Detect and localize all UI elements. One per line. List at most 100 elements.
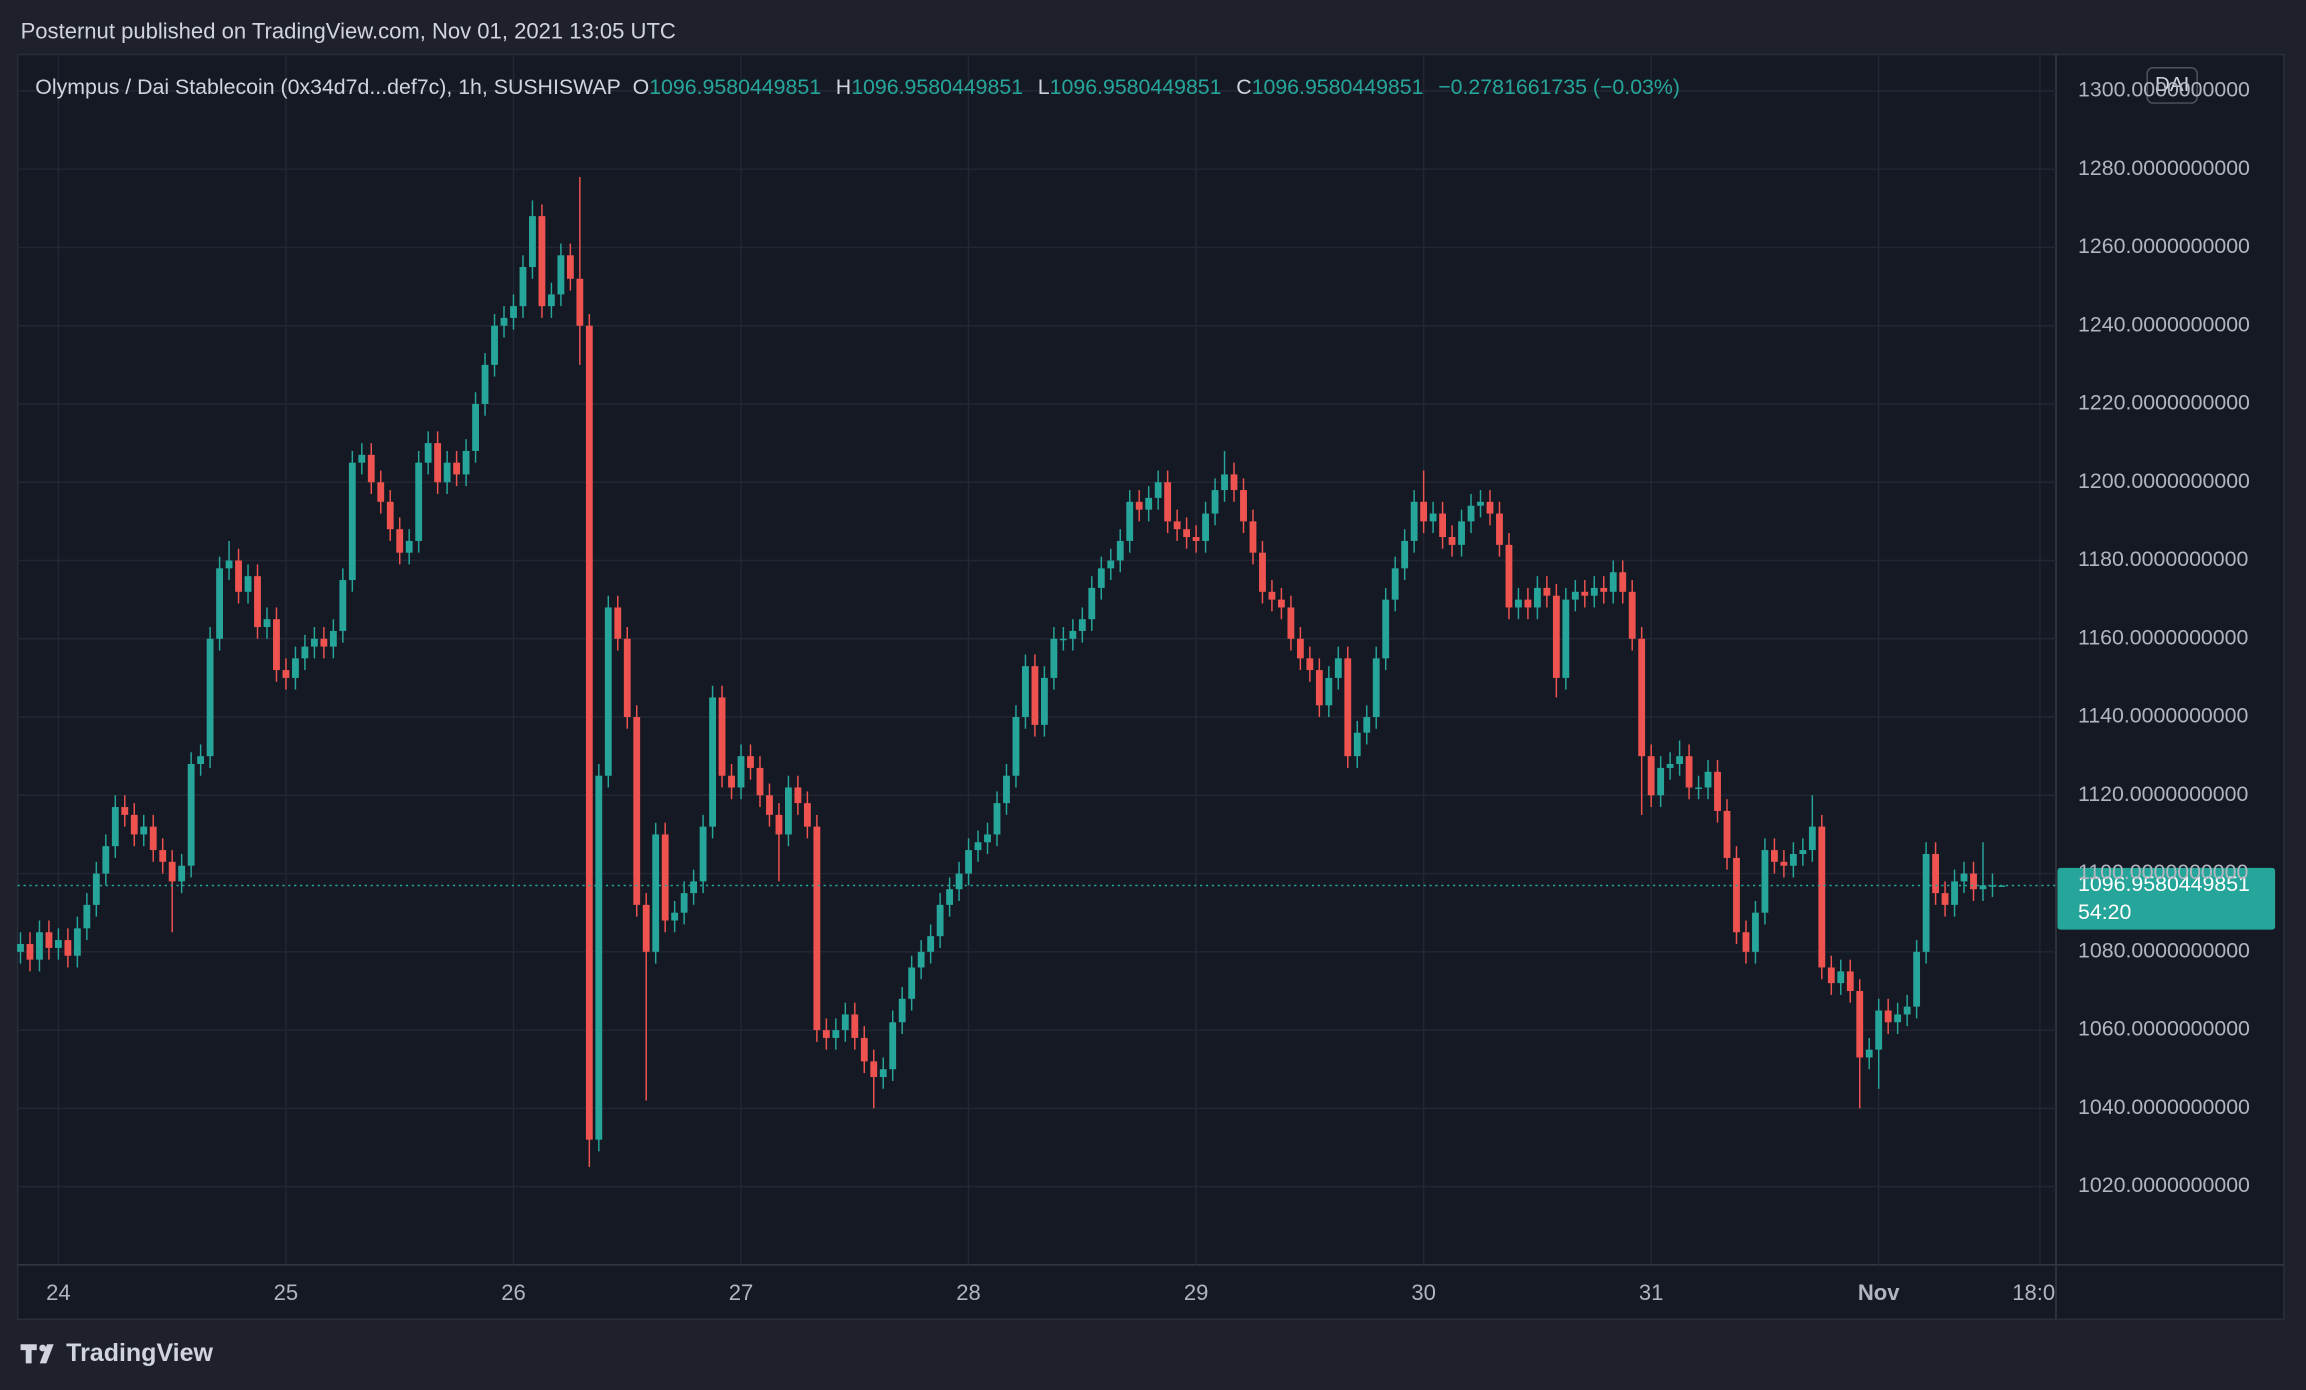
candle-body xyxy=(1344,658,1352,757)
legend-key: C xyxy=(1236,75,1251,99)
candle-body xyxy=(481,364,489,404)
candle-body xyxy=(197,756,205,764)
candle-body xyxy=(614,607,622,639)
candle-body xyxy=(1353,732,1361,757)
y-tick-label: 1260.0000000000 xyxy=(2078,234,2250,258)
candle-body xyxy=(680,893,688,913)
candle-body xyxy=(756,767,764,796)
candle-body xyxy=(1723,810,1731,858)
candle-body xyxy=(1240,490,1247,522)
candle-body xyxy=(623,638,631,718)
candle-body xyxy=(1458,521,1465,545)
candle-body xyxy=(1334,658,1342,678)
candle-body xyxy=(17,943,24,952)
candle-body xyxy=(1515,599,1522,608)
candle-body xyxy=(348,462,356,581)
candle-body xyxy=(519,267,527,307)
candle-body xyxy=(1012,717,1020,776)
y-tick-label: 1300.0000000000 xyxy=(2078,78,2250,102)
candle-body xyxy=(320,638,328,647)
candle-body xyxy=(1315,670,1323,706)
candle-body xyxy=(339,580,347,631)
candle-body xyxy=(510,306,517,318)
candle-body xyxy=(699,826,707,882)
candle-body xyxy=(529,216,536,268)
candle-body xyxy=(785,787,792,835)
candle-body xyxy=(585,325,593,1140)
candle-body xyxy=(1770,850,1778,862)
candle-body xyxy=(111,807,119,847)
candle-body xyxy=(1638,638,1646,757)
candle-body xyxy=(405,540,413,553)
candle-body xyxy=(652,834,660,952)
candle-body xyxy=(1486,501,1494,514)
candle-body xyxy=(358,454,366,463)
candle-body xyxy=(946,889,954,905)
candle-body xyxy=(1135,501,1143,510)
candle-body xyxy=(1695,787,1702,789)
candle-body xyxy=(1932,853,1939,894)
candle-body xyxy=(1183,529,1191,538)
candle-body xyxy=(1581,591,1589,596)
candle-body xyxy=(1609,572,1617,592)
candle-body xyxy=(1211,490,1219,514)
candle-body xyxy=(576,278,584,326)
candle-body xyxy=(1259,552,1266,592)
candle-body xyxy=(1979,885,1987,890)
candle-body xyxy=(737,756,745,788)
candle-body xyxy=(472,403,479,451)
candle-body xyxy=(1410,501,1418,541)
candle-body xyxy=(1837,971,1845,984)
candle-body xyxy=(965,850,972,874)
x-tick-label: 29 xyxy=(1184,1280,1209,1305)
candle-body xyxy=(1818,826,1826,968)
candle-body xyxy=(870,1061,878,1078)
candle-body xyxy=(1922,853,1930,952)
x-tick-label: 18:00 xyxy=(2012,1280,2067,1305)
candle-body xyxy=(55,940,62,948)
y-tick-label: 1040.0000000000 xyxy=(2078,1095,2250,1119)
candle-body xyxy=(225,560,233,569)
candle-body xyxy=(1752,912,1759,952)
candle-body xyxy=(1059,638,1067,641)
legend-key: L xyxy=(1038,75,1050,99)
candle-body xyxy=(1789,853,1797,866)
candle-body xyxy=(879,1069,887,1078)
candle-body xyxy=(1941,893,1949,905)
candle-body xyxy=(282,670,290,678)
candle-body xyxy=(841,1014,849,1031)
candle-body xyxy=(292,658,299,678)
x-tick-label: 26 xyxy=(501,1280,526,1305)
candle-body xyxy=(538,216,546,307)
y-tick-label: 1080.0000000000 xyxy=(2078,938,2250,962)
candle-body xyxy=(1505,544,1513,608)
candle-body xyxy=(140,826,148,835)
candle-body xyxy=(1894,1014,1902,1023)
candle-body xyxy=(1325,677,1333,706)
candle-body xyxy=(1562,599,1570,678)
candle-body xyxy=(993,803,1001,835)
candle-body xyxy=(159,850,167,862)
legend-value: 1096.9580449851 xyxy=(649,75,821,99)
candle-body xyxy=(329,630,337,647)
candle-body xyxy=(1875,1010,1883,1050)
legend: Olympus / Dai Stablecoin (0x34d7d...def7… xyxy=(35,75,1680,99)
candle-body xyxy=(187,763,195,866)
candle-body xyxy=(595,775,603,1140)
candle-body xyxy=(917,951,925,968)
candle-body xyxy=(1865,1049,1873,1058)
x-tick-label: 28 xyxy=(956,1280,981,1305)
candle-body xyxy=(1543,587,1551,596)
candle-body xyxy=(83,904,91,929)
candle-body xyxy=(1040,677,1048,725)
candle-body xyxy=(832,1030,840,1038)
candle-body xyxy=(661,834,669,921)
candle-body xyxy=(803,803,811,827)
candle-body xyxy=(178,865,186,882)
candle-body xyxy=(1003,775,1010,804)
candle-body xyxy=(1202,513,1209,541)
candle-body xyxy=(1533,587,1541,608)
candle-body xyxy=(273,619,280,671)
candle-body xyxy=(927,936,935,952)
candle-body xyxy=(149,826,157,851)
